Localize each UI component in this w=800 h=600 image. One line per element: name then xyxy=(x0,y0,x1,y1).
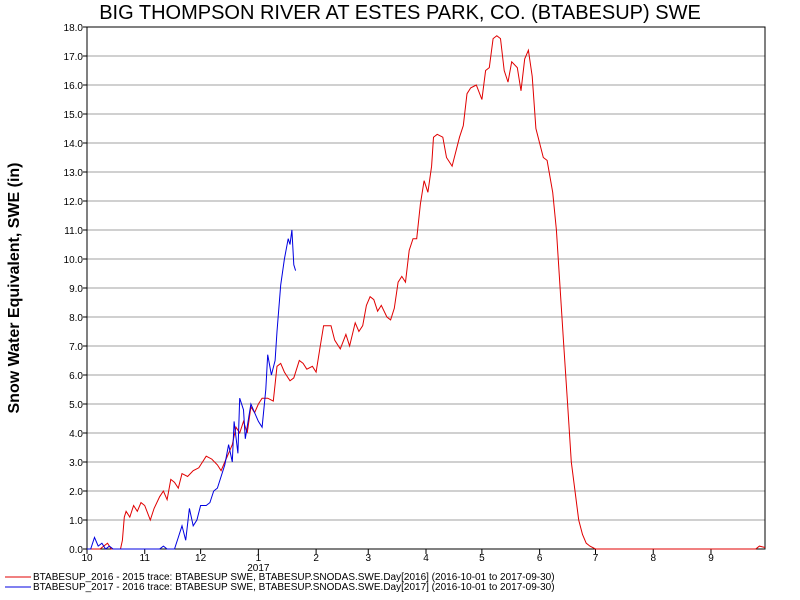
y-tick-label-13.0: 13.0 xyxy=(64,168,84,179)
plot-frame xyxy=(86,26,766,550)
y-tick-label-16.0: 16.0 xyxy=(64,81,84,92)
y-tick-label-9.0: 9.0 xyxy=(69,284,83,295)
y-tick-label-10.0: 10.0 xyxy=(64,255,84,266)
x-tick-label-8: 8 xyxy=(650,553,656,564)
y-tick-label-0.0: 0.0 xyxy=(69,545,83,556)
x-tick-label-2: 2 xyxy=(313,553,319,564)
y-tick-label-15.0: 15.0 xyxy=(64,110,84,121)
grid-lines xyxy=(87,26,765,521)
x-tick-label-3: 3 xyxy=(365,553,371,564)
y-tick-label-7.0: 7.0 xyxy=(69,342,83,353)
y-tick-label-18.0: 18.0 xyxy=(64,23,84,34)
x-tick-label-5: 5 xyxy=(479,553,485,564)
y-tick-label-14.0: 14.0 xyxy=(64,139,84,150)
x-tick-label-12: 12 xyxy=(195,553,207,564)
y-axis-label: Snow Water Equivalent, SWE (in) xyxy=(6,163,23,414)
y-tick-label-11.0: 11.0 xyxy=(64,226,83,237)
series-lines xyxy=(87,35,766,550)
legend-entry-1: BTABESUP_2016 - 2015 trace: BTABESUP SWE… xyxy=(33,572,555,583)
y-tick-label-4.0: 4.0 xyxy=(69,429,83,440)
y-tick-label-17.0: 17.0 xyxy=(64,52,84,63)
x-tick-label-1: 1 xyxy=(256,553,262,564)
axes: 0.01.02.03.04.05.06.07.08.09.010.011.012… xyxy=(64,23,766,574)
chart-title: BIG THOMPSON RIVER AT ESTES PARK, CO. (B… xyxy=(99,2,701,24)
x-tick-label-10: 10 xyxy=(81,553,93,564)
x-tick-label-9: 9 xyxy=(708,553,714,564)
x-tick-label-4: 4 xyxy=(423,553,429,564)
series-line-1 xyxy=(87,35,766,550)
x-tick-label-11: 11 xyxy=(140,553,151,564)
y-tick-label-12.0: 12.0 xyxy=(64,197,84,208)
series-line-2 xyxy=(87,229,297,550)
y-tick-label-5.0: 5.0 xyxy=(69,400,83,411)
x-tick-label-7: 7 xyxy=(593,553,599,564)
y-tick-label-3.0: 3.0 xyxy=(69,458,83,469)
x-tick-label-6: 6 xyxy=(537,553,543,564)
x-year-label: 2017 xyxy=(247,563,270,574)
y-tick-label-1.0: 1.0 xyxy=(69,516,83,527)
y-tick-label-2.0: 2.0 xyxy=(69,487,83,498)
y-tick-label-6.0: 6.0 xyxy=(69,371,83,382)
legend-entry-2: BTABESUP_2017 - 2016 trace: BTABESUP SWE… xyxy=(33,582,555,593)
legend: BTABESUP_2016 - 2015 trace: BTABESUP SWE… xyxy=(5,572,555,593)
y-tick-label-8.0: 8.0 xyxy=(69,313,83,324)
